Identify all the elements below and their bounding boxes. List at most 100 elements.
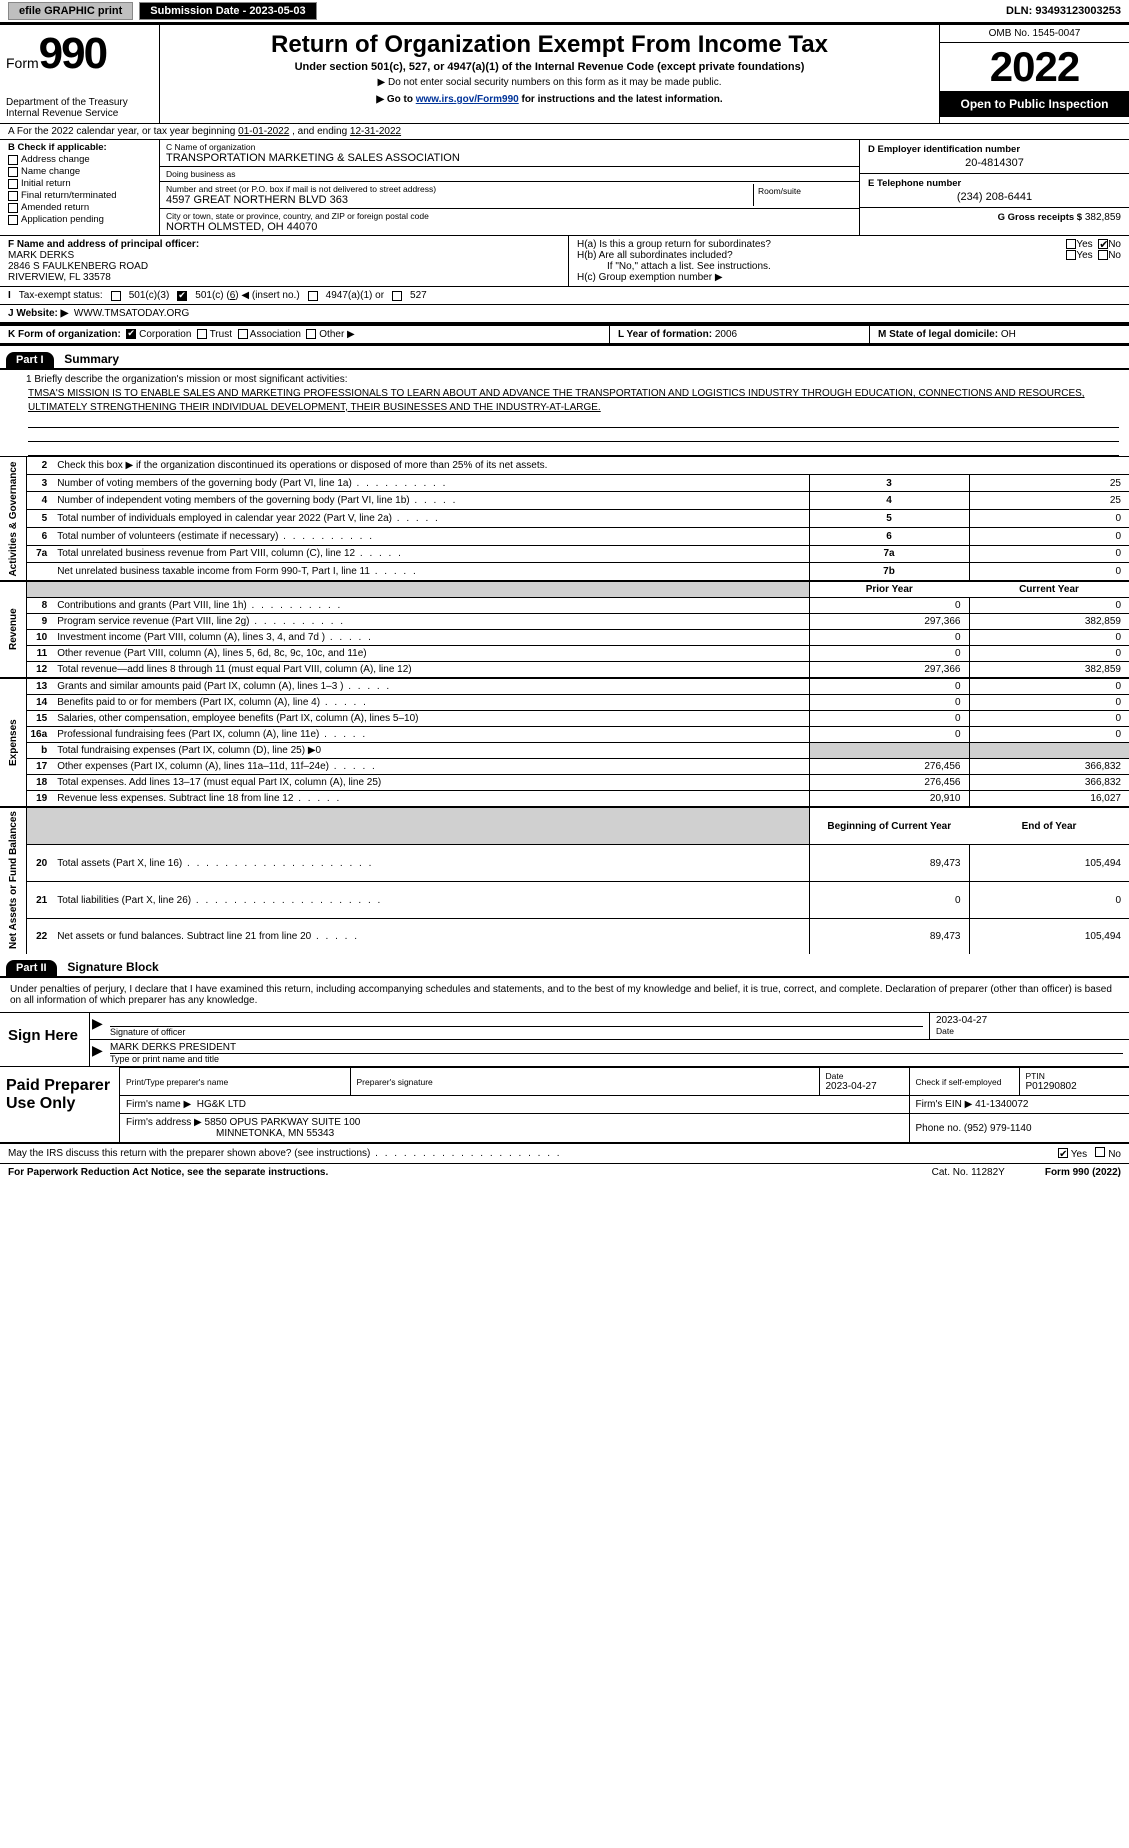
table-row: Total assets (Part X, line 16)	[53, 845, 809, 882]
discuss-no-checkbox[interactable]	[1095, 1147, 1105, 1157]
submission-date-button[interactable]: Submission Date - 2023-05-03	[139, 2, 316, 20]
paid-preparer-grid: Paid Preparer Use Only Print/Type prepar…	[0, 1067, 1129, 1144]
col-prior-year: Prior Year	[809, 581, 969, 598]
officer-name: MARK DERKS	[8, 250, 560, 261]
h-b-label: H(b) Are all subordinates included?	[577, 250, 733, 261]
discuss-row: May the IRS discuss this return with the…	[0, 1144, 1129, 1164]
tax-exempt-status-row: I Tax-exempt status: 501(c)(3) 501(c) (6…	[0, 286, 1129, 304]
table-row: Salaries, other compensation, employee b…	[53, 711, 809, 727]
table-row: Total unrelated business revenue from Pa…	[53, 545, 809, 563]
firm-ein: 41-1340072	[975, 1099, 1028, 1110]
chk-initial-return[interactable]: Initial return	[8, 178, 155, 189]
form-title: Return of Organization Exempt From Incom…	[170, 31, 929, 59]
ha-no-checkbox[interactable]	[1098, 239, 1108, 249]
website-label: J Website: ▶	[8, 308, 68, 319]
form-subtitle-1: Under section 501(c), 527, or 4947(a)(1)…	[170, 61, 929, 73]
chk-amended-return[interactable]: Amended return	[8, 202, 155, 213]
gross-receipts-value: 382,859	[1085, 212, 1121, 223]
chk-name-change[interactable]: Name change	[8, 166, 155, 177]
chk-501c3[interactable]	[111, 291, 121, 301]
q2-text: Check this box ▶ if the organization dis…	[53, 457, 1129, 475]
chk-trust[interactable]	[197, 329, 207, 339]
blank-line	[28, 414, 1119, 428]
table-row: Investment income (Part VIII, column (A)…	[53, 630, 809, 646]
col-end-year: End of Year	[969, 807, 1129, 845]
firm-phone: (952) 979-1140	[964, 1123, 1032, 1134]
table-row: Revenue less expenses. Subtract line 18 …	[53, 791, 809, 808]
chk-final-return[interactable]: Final return/terminated	[8, 190, 155, 201]
dba-label: Doing business as	[166, 169, 853, 179]
form-of-org-label: K Form of organization:	[8, 329, 121, 340]
part-2-badge: Part II	[6, 960, 57, 976]
officer-group-grid: F Name and address of principal officer:…	[0, 235, 1129, 286]
table-row: Net assets or fund balances. Subtract li…	[53, 918, 809, 954]
chk-4947a1[interactable]	[308, 291, 318, 301]
state-domicile-label: M State of legal domicile:	[878, 329, 998, 340]
tax-exempt-label: Tax-exempt status:	[19, 290, 103, 301]
col-beginning-year: Beginning of Current Year	[809, 807, 969, 845]
preparer-date: 2023-04-27	[826, 1081, 877, 1092]
table-row: Other expenses (Part IX, column (A), lin…	[53, 759, 809, 775]
hb-yes-checkbox[interactable]	[1066, 250, 1076, 260]
part-2-title: Signature Block	[59, 960, 158, 974]
org-name: TRANSPORTATION MARKETING & SALES ASSOCIA…	[166, 152, 853, 164]
h-c-row: H(c) Group exemption number ▶	[577, 272, 1121, 283]
table-row: Total number of individuals employed in …	[53, 510, 809, 528]
instructions-link[interactable]: www.irs.gov/Form990	[416, 94, 519, 105]
arrow-icon: ▶	[90, 1040, 104, 1066]
table-row: Benefits paid to or for members (Part IX…	[53, 695, 809, 711]
website-row: J Website: ▶ WWW.TMSATODAY.ORG	[0, 304, 1129, 322]
phone-value: (234) 208-6441	[868, 191, 1121, 203]
gross-receipts-label: G Gross receipts $	[998, 212, 1082, 223]
sign-here-label: Sign Here	[0, 1013, 90, 1066]
h-a-row: H(a) Is this a group return for subordin…	[577, 239, 1121, 250]
chk-application-pending[interactable]: Application pending	[8, 214, 155, 225]
discuss-yes-checkbox[interactable]: ✔	[1058, 1148, 1068, 1158]
officer-addr2: RIVERVIEW, FL 33578	[8, 272, 560, 283]
part-1-badge: Part I	[6, 352, 54, 368]
chk-other[interactable]	[306, 329, 316, 339]
table-row: Net unrelated business taxable income fr…	[53, 563, 809, 581]
year-formation-label: L Year of formation:	[618, 329, 712, 340]
ty-begin: 01-01-2022	[238, 126, 289, 137]
chk-corporation[interactable]	[126, 329, 136, 339]
mission-text: TMSA'S MISSION IS TO ENABLE SALES AND MA…	[0, 387, 1129, 414]
preparer-name-label: Print/Type preparer's name	[126, 1077, 344, 1087]
chk-501c[interactable]	[177, 291, 187, 301]
chk-527[interactable]	[392, 291, 402, 301]
side-label-governance: Activities & Governance	[0, 457, 26, 582]
signature-label: Signature of officer	[110, 1027, 185, 1037]
h-b-note: If "No," attach a list. See instructions…	[577, 261, 1121, 272]
summary-table-governance: Activities & Governance 2 Check this box…	[0, 456, 1129, 954]
h-a-label: H(a) Is this a group return for subordin…	[577, 239, 771, 250]
chk-address-change[interactable]: Address change	[8, 154, 155, 165]
date-label: Date	[936, 1026, 954, 1036]
form-subtitle-3: ▶ Go to www.irs.gov/Form990 for instruct…	[170, 94, 929, 105]
hb-no-checkbox[interactable]	[1098, 250, 1108, 260]
omb-number: OMB No. 1545-0047	[940, 25, 1129, 43]
goto-pre: ▶ Go to	[376, 94, 415, 105]
city-value: NORTH OLMSTED, OH 44070	[166, 221, 853, 233]
ein-value: 20-4814307	[868, 157, 1121, 169]
self-employed-label: Check if self-employed	[916, 1077, 1013, 1087]
part-1-title: Summary	[56, 352, 119, 366]
side-label-net-assets: Net Assets or Fund Balances	[0, 807, 26, 954]
room-label: Room/suite	[758, 186, 849, 196]
discuss-label: May the IRS discuss this return with the…	[8, 1148, 562, 1159]
table-row: Total liabilities (Part X, line 26)	[53, 882, 809, 919]
street-label: Number and street (or P.O. box if mail i…	[166, 184, 753, 194]
officer-label: Type or print name and title	[110, 1054, 219, 1064]
signature-grid: Sign Here ▶ Signature of officer 2023-04…	[0, 1012, 1129, 1067]
table-row: Grants and similar amounts paid (Part IX…	[53, 678, 809, 695]
preparer-date-label: Date	[826, 1071, 903, 1081]
table-row: Total expenses. Add lines 13–17 (must eq…	[53, 775, 809, 791]
chk-association[interactable]	[238, 329, 248, 339]
table-row: Total revenue—add lines 8 through 11 (mu…	[53, 662, 809, 679]
side-label-revenue: Revenue	[0, 581, 26, 678]
blank-line	[28, 428, 1119, 442]
entity-info-grid: B Check if applicable: Address change Na…	[0, 140, 1129, 235]
city-label: City or town, state or province, country…	[166, 211, 853, 221]
ha-yes-checkbox[interactable]	[1066, 239, 1076, 249]
table-row: Professional fundraising fees (Part IX, …	[53, 727, 809, 743]
dln-label: DLN: 93493123003253	[1006, 5, 1121, 17]
